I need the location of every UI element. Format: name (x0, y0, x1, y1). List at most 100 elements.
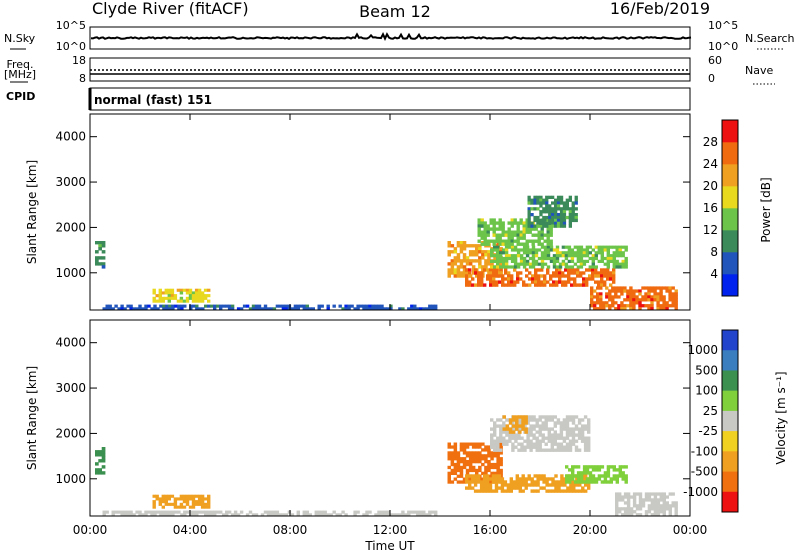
power-echo-cell (462, 274, 467, 278)
power-echo-cell (650, 298, 654, 302)
power-echo-cell (510, 224, 514, 228)
velocity-echo-cell (538, 418, 542, 422)
velocity-echo-cell (559, 424, 564, 428)
power-echo-cell (562, 204, 567, 208)
power-echo-cell (501, 233, 505, 237)
velocity-echo-cell (578, 483, 582, 487)
velocity-echo-cell (563, 480, 567, 484)
power-echo-cell (493, 248, 497, 252)
power-echo-cell (606, 259, 610, 263)
power-echo-cell (576, 251, 581, 255)
power-echo-cell (570, 271, 574, 275)
power-echo-cell (489, 283, 493, 287)
velocity-y-tick-label: 1000 (55, 472, 86, 486)
velocity-echo-cell (207, 497, 211, 501)
power-echo-cell (568, 210, 572, 214)
velocity-echo-cell (578, 489, 582, 493)
power-echo-cell (465, 262, 470, 266)
power-echo-cell (522, 280, 526, 284)
power-echo-cell (539, 204, 543, 208)
velocity-echo-region (102, 510, 438, 517)
power-echo-cell (493, 265, 497, 269)
power-echo-cell (571, 210, 575, 214)
velocity-echo-cell (490, 454, 494, 458)
power-echo-cell (608, 298, 612, 302)
velocity-echo-cell (191, 494, 196, 498)
power-echo-cell (129, 304, 133, 308)
velocity-echo-cell (496, 462, 500, 467)
velocity-echo-cell (656, 507, 661, 511)
power-echo-cell (536, 195, 540, 199)
power-echo-cell (585, 248, 590, 252)
power-echo-cell (522, 242, 526, 246)
power-echo-cell (659, 295, 663, 299)
velocity-echo-cell (615, 504, 619, 508)
power-echo-cell (656, 295, 660, 299)
power-echo-cell (590, 298, 594, 302)
power-echo-cell (495, 283, 499, 287)
velocity-regions (95, 415, 678, 517)
power-echo-cell (608, 304, 612, 308)
power-echo-cell (478, 244, 482, 248)
velocity-echo-cell (499, 430, 503, 434)
power-echo-cell (123, 307, 127, 311)
velocity-echo-cell (541, 424, 545, 428)
power-echo-cell (603, 256, 607, 261)
power-echo-cell (462, 247, 467, 251)
velocity-echo-cell (488, 477, 493, 481)
power-echo-cell (556, 207, 561, 211)
power-echo-cell (574, 198, 578, 202)
power-echo-cell (611, 298, 615, 302)
power-echo-cell (570, 265, 575, 269)
velocity-echo-cell (511, 415, 516, 419)
velocity-echo-cell (490, 442, 494, 446)
power-echo-cell (152, 296, 156, 300)
power-echo-cell (489, 218, 493, 222)
velocity-echo-cell (512, 480, 516, 484)
power-echo-cell (568, 198, 572, 202)
velocity-echo-cell (557, 489, 561, 493)
power-echo-cell (621, 245, 625, 249)
velocity-echo-cell (500, 480, 505, 484)
power-echo-cell (594, 254, 598, 258)
power-echo-cell (499, 262, 503, 266)
velocity-echo-cell (499, 439, 503, 443)
velocity-echo-cell (194, 500, 199, 504)
power-echo-cell (597, 280, 601, 284)
velocity-echo-cell (565, 430, 570, 434)
velocity-echo-cell (499, 460, 503, 464)
power-echo-cell (546, 254, 551, 258)
velocity-echo-cell (623, 501, 628, 505)
velocity-echo-cell (362, 513, 366, 517)
velocity-echo-cell (365, 510, 369, 514)
power-echo-cell (344, 307, 348, 311)
velocity-echo-cell (621, 513, 625, 517)
velocity-echo-cell (233, 513, 238, 517)
velocity-echo-cell (588, 474, 593, 478)
power-echo-cell (499, 268, 503, 272)
velocity-echo-cell (487, 465, 491, 470)
power-echo-cell (459, 250, 464, 254)
power-echo-cell (528, 256, 533, 261)
power-y-tick-label: 1000 (55, 266, 86, 280)
velocity-echo-cell (644, 498, 649, 502)
power-echo-cell (531, 256, 536, 261)
velocity-echo-cell (514, 433, 518, 437)
velocity-echo-cell (500, 486, 505, 490)
velocity-echo-cell (475, 445, 479, 449)
velocity-echo-cell (560, 474, 564, 478)
power-echo-cell (530, 207, 534, 211)
velocity-echo-cell (515, 480, 519, 484)
velocity-echo-cell (482, 483, 487, 487)
power-echo-cell (552, 248, 557, 252)
power-echo-cell (483, 283, 487, 287)
power-echo-cell (447, 253, 451, 257)
power-echo-cell (571, 204, 575, 208)
velocity-echo-cell (550, 436, 554, 440)
power-echo-cell (665, 307, 669, 311)
power-echo-cell (272, 307, 277, 311)
power-echo-cell (551, 221, 555, 225)
power-echo-cell (638, 292, 642, 296)
power-echo-cell (618, 262, 622, 266)
